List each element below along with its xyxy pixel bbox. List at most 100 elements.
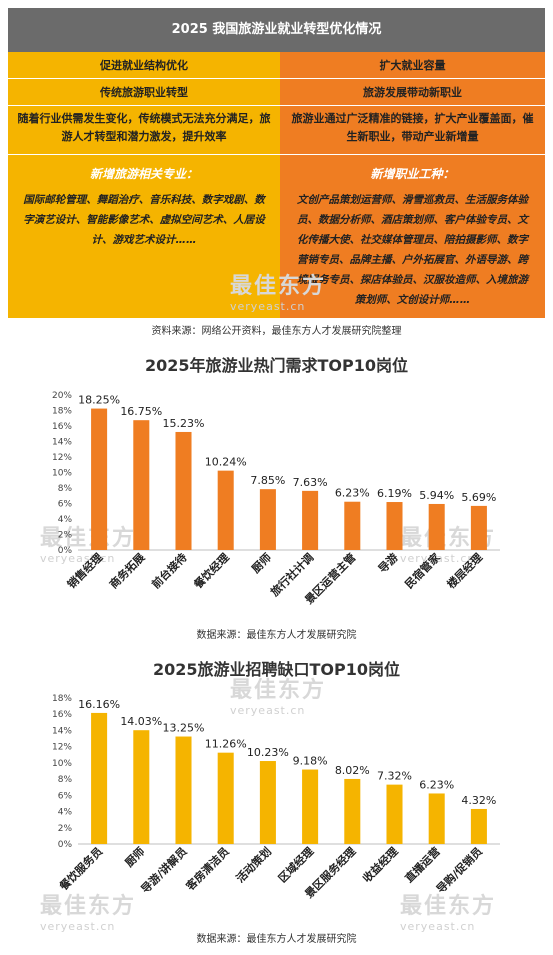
left-items: 国际邮轮管理、舞蹈治疗、音乐科技、数字戏剧、数字演艺设计、智能影像艺术、虚拟空间…: [23, 194, 265, 246]
data-label: 8.02%: [335, 764, 370, 777]
bar: [175, 431, 192, 550]
y-tick-label: 0%: [58, 840, 73, 850]
watermark-name: 最佳东方: [230, 678, 327, 703]
category-label: 直播运营: [402, 844, 443, 885]
category-label: 导游: [375, 550, 400, 575]
y-tick-label: 8%: [58, 484, 73, 494]
watermark-url: veryeast.cn: [40, 552, 116, 565]
bar: [344, 501, 361, 550]
y-tick-label: 16%: [52, 422, 72, 432]
bar: [344, 778, 361, 844]
data-label: 6.19%: [377, 487, 412, 500]
data-label: 11.26%: [205, 738, 247, 751]
right-description: 旅游业通过广泛精准的链接，扩大产业覆盖面，催生新职业，带动产业新增量: [280, 106, 545, 155]
y-tick-label: 14%: [52, 438, 72, 448]
watermark: 最佳东方 veryeast.cn: [400, 888, 496, 933]
data-label: 15.23%: [163, 417, 205, 430]
watermark: 最佳东方 veryeast.cn: [230, 268, 326, 313]
bar: [428, 503, 445, 550]
right-items: 文创产品策划运营师、滑雪巡救员、生活服务体验员、数据分析师、酒店策划师、客户体验…: [297, 194, 528, 306]
bar: [133, 730, 150, 844]
data-label: 18.25%: [78, 394, 120, 407]
y-tick-label: 4%: [58, 808, 73, 818]
category-label: 客房清洁员: [182, 844, 231, 893]
data-label: 6.23%: [419, 778, 454, 791]
bar: [133, 420, 150, 550]
y-tick-label: 8%: [58, 775, 73, 785]
category-label: 厨师: [249, 550, 274, 575]
watermark-name: 最佳东方: [400, 894, 497, 919]
right-row1: 扩大就业容量: [280, 52, 545, 79]
category-label: 商务拓展: [106, 550, 148, 592]
bar: [91, 408, 108, 550]
category-label: 导购/促销员: [433, 844, 485, 896]
category-label: 餐饮服务员: [56, 844, 105, 893]
y-tick-label: 6%: [58, 791, 73, 801]
y-tick-label: 18%: [52, 694, 72, 704]
y-tick-label: 12%: [52, 743, 72, 753]
bar: [259, 489, 276, 550]
left-row1: 促进就业结构优化: [8, 52, 280, 79]
data-label: 4.32%: [461, 794, 496, 807]
category-label: 餐饮经理: [190, 550, 232, 592]
y-tick-label: 4%: [58, 515, 73, 525]
data-label: 7.32%: [377, 770, 412, 783]
bar: [302, 490, 319, 550]
data-label: 16.75%: [120, 405, 162, 418]
chart1-source: 数据来源：最佳东方人才发展研究院: [196, 630, 357, 641]
data-label: 5.94%: [419, 489, 454, 502]
data-label: 14.03%: [120, 715, 162, 728]
y-tick-label: 16%: [52, 710, 72, 720]
y-tick-label: 10%: [52, 759, 72, 769]
y-tick-label: 2%: [58, 531, 73, 541]
data-label: 13.25%: [163, 722, 205, 735]
y-tick-label: 18%: [52, 407, 72, 417]
chart2-source: 数据来源：最佳东方人才发展研究院: [196, 934, 357, 945]
bar: [91, 712, 108, 844]
watermark: 最佳东方 veryeast.cn: [40, 888, 136, 933]
category-label: 厨师: [122, 844, 147, 869]
data-label: 10.23%: [247, 746, 289, 759]
y-tick-label: 20%: [52, 391, 72, 401]
left-description: 随着行业供需发生变化，传统模式无法充分满足，旅游人才转型和潜力激发，提升效率: [8, 106, 280, 155]
table-source: 资料来源：网络公开资料，最佳东方人才发展研究院整理: [151, 326, 402, 337]
bar: [470, 505, 487, 550]
category-label: 销售经理: [64, 550, 105, 591]
category-label: 楼层经理: [444, 550, 485, 591]
watermark-name: 最佳东方: [40, 526, 137, 551]
category-label: 区域经理: [275, 844, 316, 885]
bar: [386, 502, 403, 550]
right-column: 扩大就业容量 旅游发展带动新职业 旅游业通过广泛精准的链接，扩大产业覆盖面，催生…: [280, 52, 545, 318]
chart2-plot: 0% 2% 4% 6% 8% 10% 12% 14% 16% 18% 16.16% 餐饮服务员 14.0…: [52, 694, 500, 901]
watermark-url: veryeast.cn: [400, 920, 476, 933]
data-label: 16.16%: [78, 698, 120, 711]
bar: [302, 769, 319, 844]
y-tick-label: 6%: [58, 500, 73, 510]
bar: [428, 793, 445, 844]
watermark-name: 最佳东方: [230, 274, 327, 299]
bar: [259, 761, 276, 844]
bar: [217, 470, 234, 550]
category-label: 活动策划: [233, 844, 274, 885]
category-label: 导游/讲解员: [138, 844, 190, 896]
right-subheading: 新增职业工种：: [370, 167, 455, 181]
watermark: 最佳东方 veryeast.cn: [40, 520, 136, 565]
watermark-url: veryeast.cn: [40, 920, 116, 933]
watermark-url: veryeast.cn: [230, 300, 306, 313]
data-label: 7.85%: [250, 474, 285, 487]
watermark: 最佳东方 veryeast.cn: [230, 672, 326, 717]
data-label: 5.69%: [461, 491, 496, 504]
left-subheading: 新增旅游相关专业：: [89, 167, 198, 181]
transformation-table: 2025 我国旅游业就业转型优化情况 促进就业结构优化 传统旅游职业转型 随着行…: [8, 8, 545, 318]
watermark-name: 最佳东方: [40, 894, 137, 919]
right-row2: 旅游发展带动新职业: [280, 79, 545, 106]
data-label: 6.23%: [335, 487, 370, 500]
category-label: 收益经理: [360, 844, 401, 885]
y-tick-label: 10%: [52, 469, 72, 479]
bar: [386, 784, 403, 844]
chart1-plot: 0% 2% 4% 6% 8% 10% 12% 14% 16% 18% 20% 18.25% 销售经理 16…: [52, 391, 500, 607]
y-tick-label: 14%: [52, 726, 72, 736]
bar: [175, 736, 192, 844]
watermark-url: veryeast.cn: [400, 552, 476, 565]
bar: [217, 752, 234, 844]
